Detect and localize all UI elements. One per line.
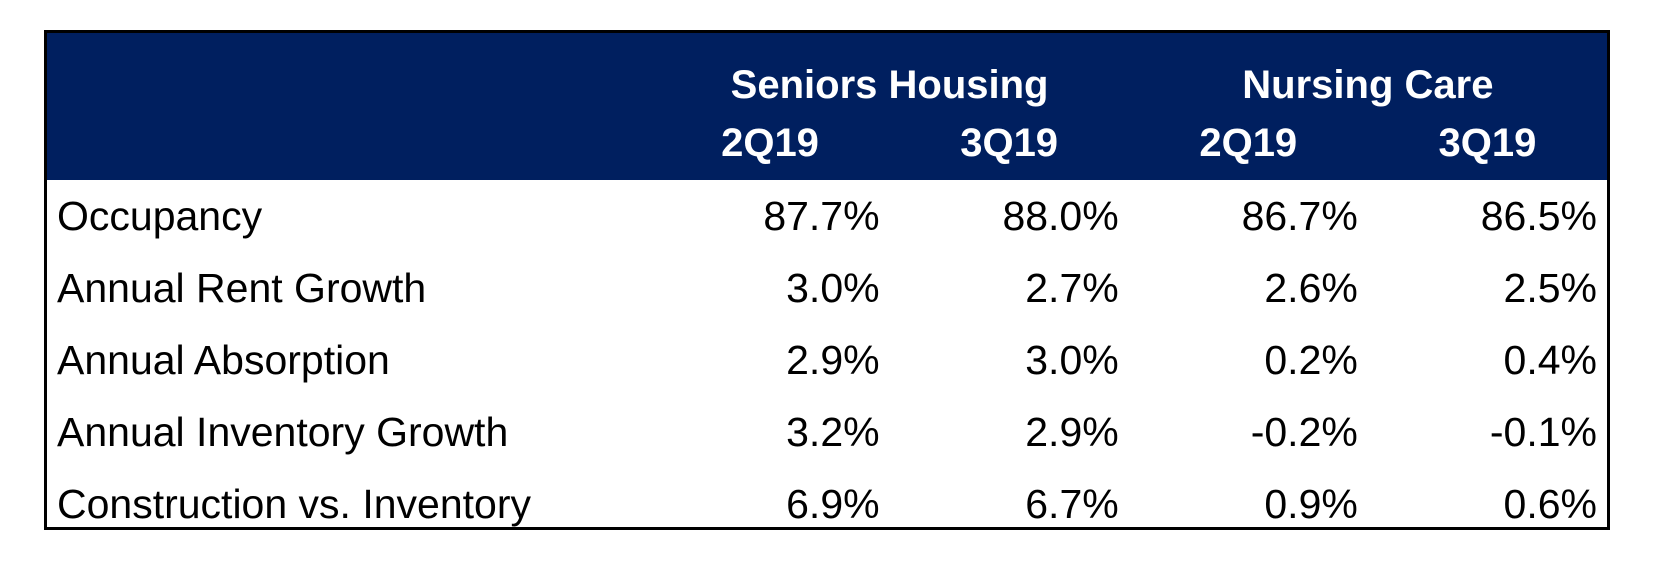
- cell-value: 2.9%: [1025, 408, 1119, 455]
- header-blank-cell: [47, 110, 651, 180]
- cell-value: 6.7%: [1025, 480, 1119, 527]
- period-header-nursing-2q19: 2Q19: [1199, 120, 1298, 165]
- cell-value: 87.7%: [763, 192, 880, 239]
- cell-value: 3.0%: [1025, 336, 1119, 383]
- cell-value: 0.2%: [1264, 336, 1358, 383]
- period-header-seniors-2q19: 2Q19: [721, 120, 819, 165]
- cell-value: -0.2%: [1250, 408, 1358, 455]
- cell-value: 0.9%: [1264, 480, 1358, 527]
- row-label: Annual Rent Growth: [57, 264, 427, 311]
- table-row-occupancy: Occupancy 87.7% 88.0% 86.7% 86.5%: [47, 180, 1607, 252]
- data-table-frame: Seniors Housing Nursing Care 2Q19 3Q19 2…: [44, 30, 1610, 530]
- cell-value: 0.6%: [1503, 480, 1597, 527]
- cell-value: 2.6%: [1264, 264, 1358, 311]
- cell-value: 2.7%: [1025, 264, 1119, 311]
- cell-value: 2.5%: [1503, 264, 1597, 311]
- cell-value: 3.2%: [786, 408, 880, 455]
- row-label: Construction vs. Inventory: [57, 480, 531, 527]
- period-header-seniors-3q19: 3Q19: [960, 120, 1059, 165]
- cell-value: 6.9%: [786, 480, 880, 527]
- group-header-row: Seniors Housing Nursing Care: [47, 33, 1607, 110]
- row-label: Annual Inventory Growth: [57, 408, 509, 455]
- seniors-housing-nursing-care-table: Seniors Housing Nursing Care 2Q19 3Q19 2…: [47, 33, 1607, 540]
- cell-value: 2.9%: [786, 336, 880, 383]
- row-label: Annual Absorption: [57, 336, 390, 383]
- cell-value: -0.1%: [1489, 408, 1597, 455]
- cell-value: 3.0%: [786, 264, 880, 311]
- period-header-nursing-3q19: 3Q19: [1438, 120, 1537, 165]
- row-label: Occupancy: [57, 192, 263, 239]
- table-row-construction-vs-inventory: Construction vs. Inventory 6.9% 6.7% 0.9…: [47, 468, 1607, 540]
- table-row-annual-absorption: Annual Absorption 2.9% 3.0% 0.2% 0.4%: [47, 324, 1607, 396]
- group-header-nursing-care: Nursing Care: [1242, 63, 1494, 107]
- cell-value: 0.4%: [1503, 336, 1597, 383]
- table-row-annual-rent-growth: Annual Rent Growth 3.0% 2.7% 2.6% 2.5%: [47, 252, 1607, 324]
- table-body: Occupancy 87.7% 88.0% 86.7% 86.5% Annual…: [47, 180, 1607, 540]
- cell-value: 88.0%: [1002, 192, 1119, 239]
- table-row-annual-inventory-growth: Annual Inventory Growth 3.2% 2.9% -0.2% …: [47, 396, 1607, 468]
- group-header-seniors-housing: Seniors Housing: [730, 63, 1049, 107]
- table-header: Seniors Housing Nursing Care 2Q19 3Q19 2…: [47, 33, 1607, 180]
- cell-value: 86.7%: [1241, 192, 1358, 239]
- period-header-row: 2Q19 3Q19 2Q19 3Q19: [47, 110, 1607, 180]
- cell-value: 86.5%: [1480, 192, 1597, 239]
- header-blank-cell: [47, 33, 651, 110]
